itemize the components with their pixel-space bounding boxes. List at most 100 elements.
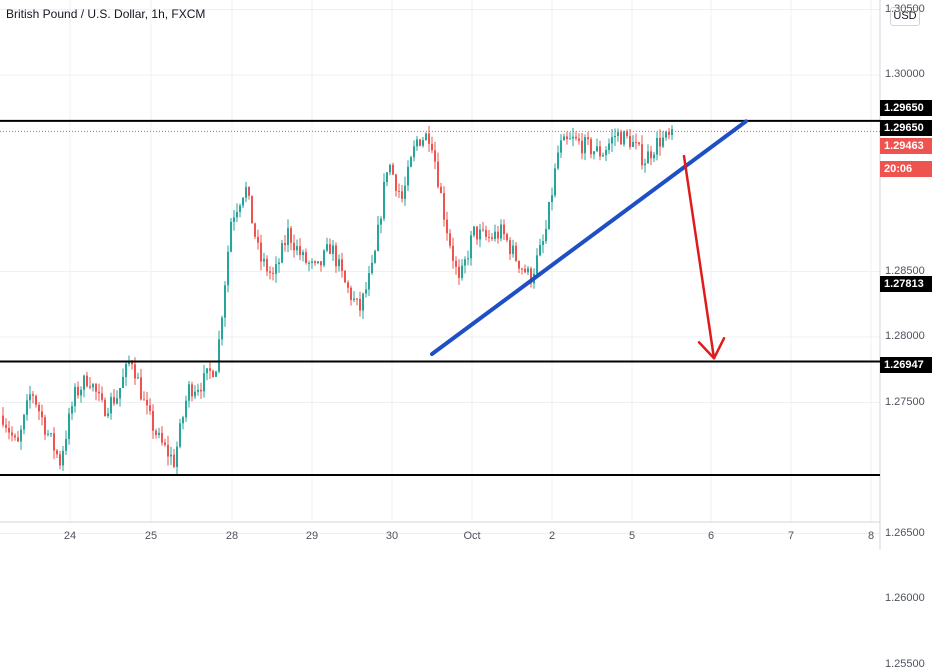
candle-up xyxy=(68,413,70,439)
date-tick-label: 24 xyxy=(63,530,77,542)
candle-up xyxy=(416,139,418,147)
current-price-badge: 1.29463 xyxy=(880,138,932,154)
candle-down xyxy=(506,234,508,241)
candle-up xyxy=(245,186,247,198)
chart-title: British Pound / U.S. Dollar, 1h, FXCM xyxy=(6,7,206,21)
candle-countdown-badge: 20:06 xyxy=(880,161,932,177)
level-price-badge: 1.26947 xyxy=(880,357,932,373)
candle-down xyxy=(620,132,622,145)
candle-down xyxy=(638,142,640,145)
candle-up xyxy=(185,400,187,418)
candle-down xyxy=(149,405,151,411)
candle-down xyxy=(587,137,589,140)
candle-up xyxy=(617,132,619,136)
candle-down xyxy=(140,377,142,400)
candle-up xyxy=(80,389,82,396)
candle-up xyxy=(275,264,277,274)
candle-up xyxy=(263,258,265,262)
date-tick-label: 28 xyxy=(225,530,239,542)
candle-down xyxy=(629,135,631,147)
date-tick-label: 5 xyxy=(628,530,636,542)
candle-up xyxy=(230,221,232,252)
candle-up xyxy=(107,413,109,416)
price-chart[interactable] xyxy=(0,0,932,550)
candle-up xyxy=(410,157,412,167)
candle-down xyxy=(626,131,628,136)
candle-up xyxy=(218,339,220,372)
candle-down xyxy=(59,454,61,466)
candle-up xyxy=(128,361,130,364)
candle-down xyxy=(329,244,331,254)
candle-down xyxy=(356,298,358,300)
candle-up xyxy=(425,133,427,141)
candle-up xyxy=(470,235,472,259)
candle-down xyxy=(503,224,505,235)
candle-up xyxy=(374,250,376,263)
candle-up xyxy=(302,252,304,256)
candle-up xyxy=(50,433,52,435)
candle-up xyxy=(368,273,370,290)
candle-down xyxy=(350,287,352,300)
candle-up xyxy=(236,211,238,218)
candle-down xyxy=(320,261,322,266)
candle-down xyxy=(35,395,37,405)
candle-down xyxy=(497,231,499,239)
currency-button[interactable]: USD xyxy=(890,7,920,26)
candle-down xyxy=(143,399,145,401)
candle-up xyxy=(125,363,127,378)
candle-down xyxy=(32,394,34,396)
candle-up xyxy=(179,423,181,447)
candle-down xyxy=(248,186,250,196)
candle-down xyxy=(476,226,478,240)
candle-up xyxy=(365,289,367,294)
candle-up xyxy=(338,259,340,267)
candle-up xyxy=(281,243,283,263)
candle-down xyxy=(458,266,460,278)
candle-down xyxy=(290,228,292,243)
candle-down xyxy=(482,229,484,231)
candle-down xyxy=(443,193,445,220)
candle-up xyxy=(239,205,241,212)
candle-up xyxy=(608,143,610,151)
candle-down xyxy=(524,268,526,273)
price-tick-label: 1.30500 xyxy=(885,2,925,15)
candle-up xyxy=(29,394,31,401)
candle-down xyxy=(635,142,637,144)
candle-down xyxy=(134,364,136,379)
candle-up xyxy=(656,137,658,155)
candle-up xyxy=(26,400,28,415)
candle-down xyxy=(590,139,592,155)
candle-down xyxy=(650,151,652,159)
candle-up xyxy=(215,371,217,377)
date-tick-label: 25 xyxy=(144,530,158,542)
candle-up xyxy=(176,446,178,467)
candle-down xyxy=(257,236,259,243)
price-tick-label: 1.30000 xyxy=(885,68,925,80)
candle-up xyxy=(197,389,199,392)
candle-up xyxy=(593,151,595,155)
candle-up xyxy=(170,454,172,457)
candle-up xyxy=(473,226,475,236)
candle-up xyxy=(584,137,586,154)
candle-down xyxy=(440,186,442,194)
candle-down xyxy=(95,384,97,392)
candle-down xyxy=(419,139,421,146)
candle-up xyxy=(23,414,25,430)
candle-up xyxy=(605,150,607,156)
candle-up xyxy=(536,255,538,274)
candle-down xyxy=(293,242,295,251)
candle-down xyxy=(269,271,271,273)
candle-down xyxy=(200,389,202,392)
candle-up xyxy=(569,138,571,140)
candle-up xyxy=(242,197,244,206)
candle-down xyxy=(254,223,256,237)
candle-down xyxy=(392,164,394,175)
candle-up xyxy=(377,224,379,251)
candle-up xyxy=(74,386,76,407)
date-tick-label: 2 xyxy=(548,530,556,542)
candle-down xyxy=(521,268,523,270)
candle-up xyxy=(227,251,229,286)
candle-down xyxy=(56,450,58,455)
price-tick-label: 1.25500 xyxy=(885,657,925,670)
candle-down xyxy=(446,219,448,234)
